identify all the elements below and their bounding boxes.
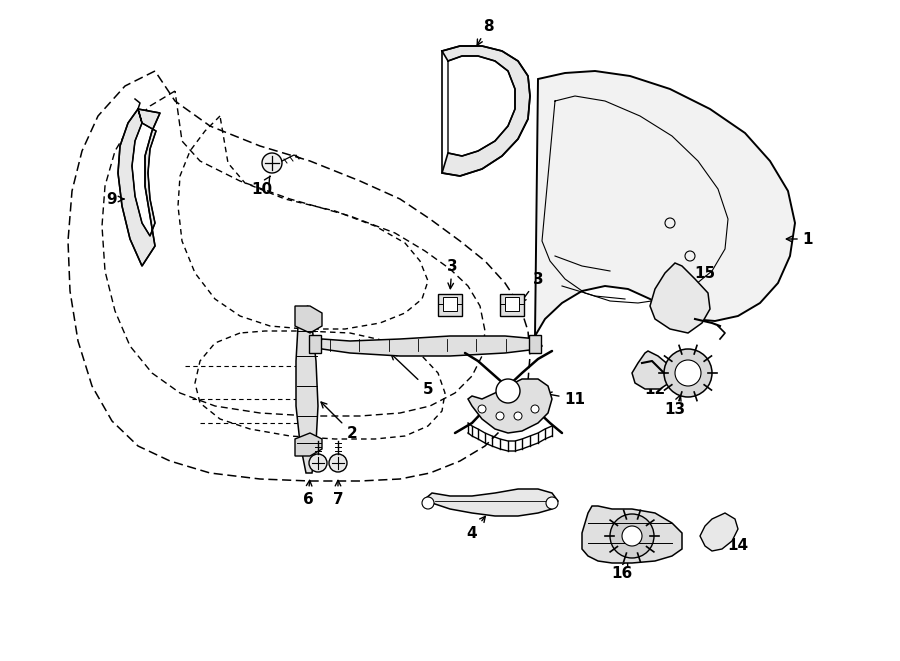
Polygon shape: [535, 71, 795, 336]
Bar: [443, 297, 457, 311]
Text: 8: 8: [477, 19, 493, 45]
Text: 11: 11: [546, 391, 586, 407]
Text: 16: 16: [611, 560, 633, 580]
Text: 3: 3: [520, 272, 544, 303]
Polygon shape: [295, 433, 322, 456]
Polygon shape: [318, 336, 542, 356]
Text: 1: 1: [787, 231, 814, 247]
Circle shape: [546, 497, 558, 509]
Polygon shape: [700, 513, 738, 551]
Bar: [500, 294, 524, 316]
Text: 13: 13: [664, 395, 686, 416]
Circle shape: [531, 405, 539, 413]
Text: 9: 9: [107, 192, 124, 206]
Text: 4: 4: [467, 516, 485, 541]
Circle shape: [664, 349, 712, 397]
Circle shape: [478, 405, 486, 413]
Circle shape: [675, 360, 701, 386]
Polygon shape: [650, 263, 710, 333]
Circle shape: [309, 454, 327, 472]
Polygon shape: [582, 506, 682, 563]
Bar: [438, 294, 462, 316]
Polygon shape: [118, 109, 160, 266]
Text: 3: 3: [446, 258, 457, 289]
Text: 12: 12: [644, 376, 666, 397]
Text: 5: 5: [392, 354, 433, 397]
Text: 2: 2: [321, 402, 357, 440]
Circle shape: [329, 454, 347, 472]
Circle shape: [622, 526, 642, 546]
Text: 10: 10: [251, 176, 273, 196]
Text: 15: 15: [691, 266, 716, 286]
Polygon shape: [296, 306, 318, 473]
Bar: [529, 335, 541, 353]
Bar: [505, 297, 519, 311]
Circle shape: [610, 514, 654, 558]
Circle shape: [502, 385, 514, 397]
Text: 6: 6: [302, 481, 313, 506]
Circle shape: [496, 379, 520, 403]
Polygon shape: [425, 489, 558, 516]
Text: 14: 14: [723, 533, 749, 553]
Circle shape: [422, 497, 434, 509]
Circle shape: [514, 412, 522, 420]
Polygon shape: [468, 379, 552, 433]
Polygon shape: [632, 351, 672, 389]
Circle shape: [496, 412, 504, 420]
Circle shape: [262, 153, 282, 173]
Polygon shape: [442, 46, 530, 176]
Bar: [309, 335, 321, 353]
Text: 7: 7: [333, 481, 343, 506]
Polygon shape: [295, 306, 322, 333]
